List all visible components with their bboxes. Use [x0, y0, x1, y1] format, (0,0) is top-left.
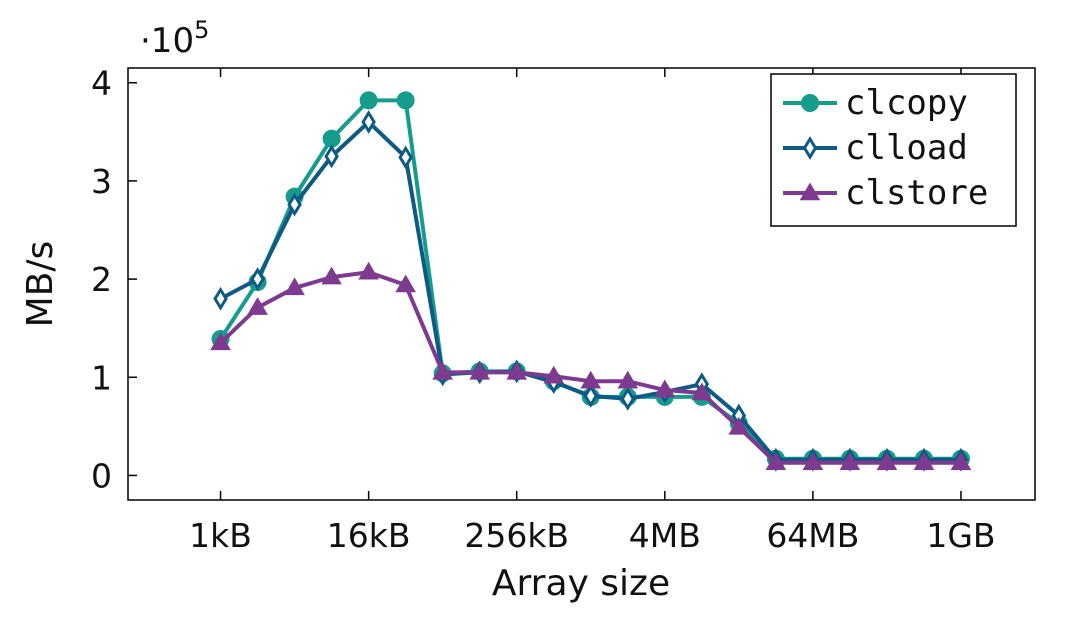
- data-point-clstore: [247, 297, 268, 315]
- y-tick-label: 1: [91, 358, 112, 397]
- legend: clcopy clload clstore: [770, 73, 1017, 227]
- data-point-clstore: [839, 452, 861, 470]
- data-point-clload: [324, 144, 339, 169]
- y-tick-label: 2: [91, 260, 112, 299]
- legend-marker: [802, 136, 818, 160]
- plot-frame: [127, 67, 1036, 501]
- x-axis-title: Array size: [492, 563, 670, 604]
- y-axis-title: MB/s: [20, 241, 61, 328]
- data-point-clstore: [580, 370, 602, 389]
- y-multiplier: ·105: [140, 16, 209, 61]
- legend-label: clcopy: [845, 83, 968, 123]
- y-multiplier-exponent: 5: [194, 16, 209, 44]
- series-clstore: [210, 261, 972, 470]
- data-point-clstore: [876, 452, 898, 470]
- legend-marker: [799, 182, 821, 201]
- data-point-clcopy: [359, 91, 378, 110]
- data-point-clstore: [543, 365, 565, 384]
- x-tick-label: 4MB: [629, 516, 701, 555]
- y-tick-label: 4: [91, 64, 112, 103]
- data-point-clstore: [321, 266, 342, 285]
- data-point-clstore: [691, 382, 713, 401]
- data-point-clload: [213, 286, 228, 311]
- data-point-clstore: [432, 361, 453, 380]
- x-tick-label: 1kB: [189, 516, 252, 555]
- data-point-clstore: [210, 332, 231, 351]
- legend-label: clload: [845, 128, 968, 168]
- y-tick-label: 0: [91, 456, 112, 495]
- x-tick-label: 1GB: [926, 516, 995, 555]
- data-point-clstore: [728, 416, 750, 435]
- legend-marker: [801, 94, 819, 112]
- x-tick-label: 256kB: [464, 516, 569, 555]
- data-point-clcopy: [396, 91, 415, 110]
- data-point-clstore: [802, 452, 824, 470]
- data-point-clstore: [358, 261, 379, 280]
- data-point-clstore: [950, 452, 972, 470]
- data-point-clstore: [469, 361, 490, 380]
- data-point-clstore: [654, 379, 676, 398]
- data-point-clstore: [617, 370, 639, 389]
- data-point-clload: [583, 384, 599, 408]
- data-point-clload: [398, 145, 413, 170]
- data-point-clload: [287, 192, 302, 217]
- legend-label: clstore: [845, 173, 988, 213]
- y-tick-label: 3: [91, 162, 112, 201]
- data-point-clstore: [395, 274, 416, 293]
- legend-entry-clload: clload: [783, 128, 968, 168]
- data-point-clload: [620, 386, 636, 411]
- x-tick-label: 64MB: [766, 516, 859, 555]
- series-line-clstore: [219, 270, 961, 465]
- data-point-clstore: [284, 277, 305, 296]
- data-point-clstore: [913, 452, 935, 470]
- data-point-clload: [250, 267, 265, 291]
- legend-entry-clcopy: clcopy: [783, 83, 968, 123]
- x-tick-label: 16kB: [327, 516, 411, 555]
- data-point-clstore: [506, 361, 528, 380]
- data-point-clstore: [765, 452, 787, 470]
- legend-entry-clstore: clstore: [783, 173, 988, 213]
- data-point-clload: [361, 110, 376, 134]
